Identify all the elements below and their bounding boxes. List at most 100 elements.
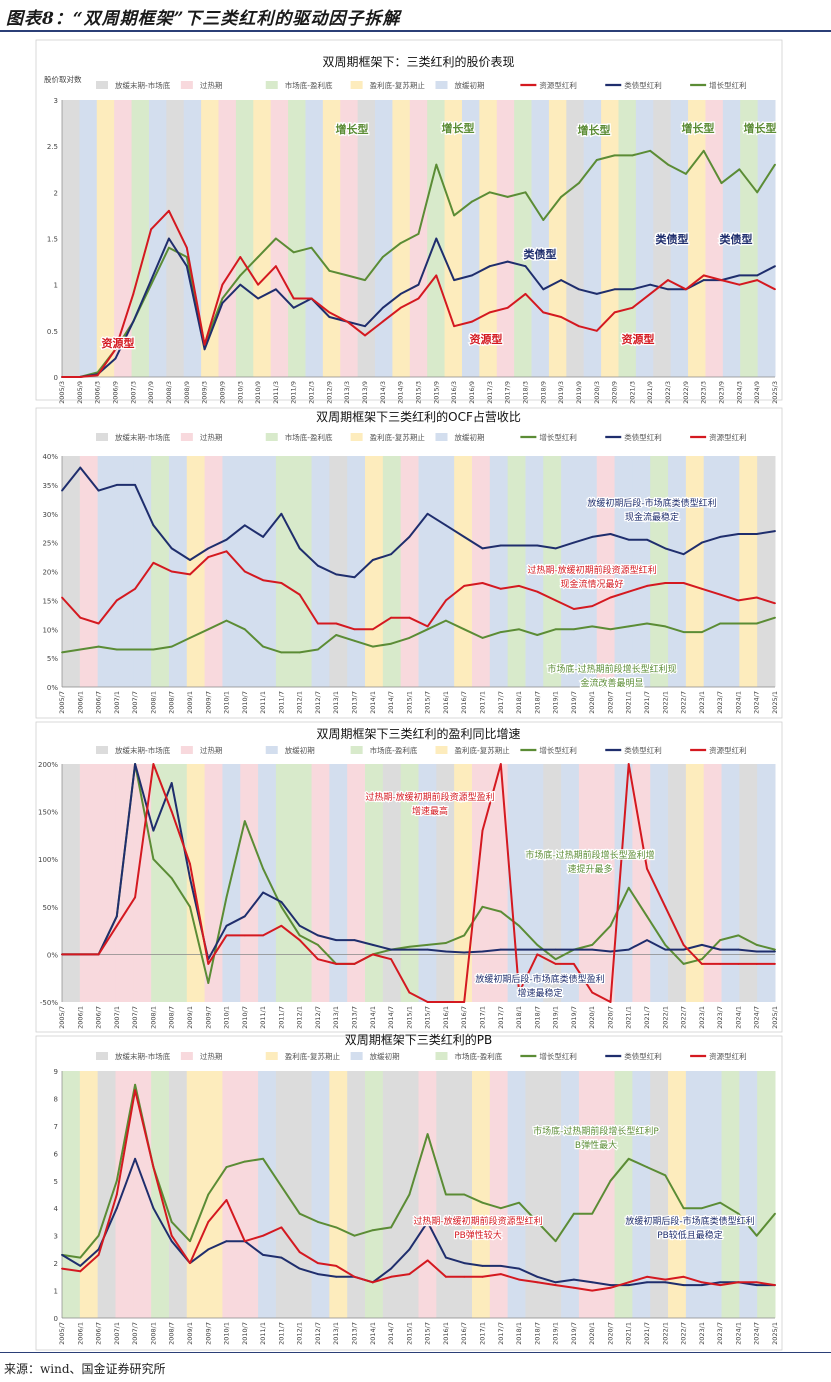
phase-band [222, 456, 241, 687]
phase-band [531, 100, 550, 377]
data-point [755, 943, 758, 946]
data-point [595, 293, 598, 295]
data-point [79, 1270, 82, 1273]
data-point [595, 159, 598, 161]
legend-swatch [265, 1052, 278, 1060]
data-point [453, 325, 456, 328]
phase-band [288, 100, 306, 377]
phase-band [454, 456, 473, 687]
data-point [335, 1264, 338, 1267]
data-point [453, 214, 456, 217]
data-point [426, 1133, 429, 1136]
y-axis-label: 股价取对数 [44, 74, 82, 84]
data-point [578, 288, 580, 291]
data-point [335, 634, 338, 636]
legend-label: 资源型红利 [709, 1051, 747, 1061]
phase-band [650, 1071, 669, 1318]
data-point [152, 763, 155, 765]
data-point [399, 306, 402, 309]
data-point [132, 293, 135, 295]
data-point [499, 948, 502, 951]
phase-band [222, 1071, 241, 1318]
series-line-debt [61, 466, 776, 579]
phase-band [365, 764, 384, 1002]
x-tick-label: 2015/1 [405, 1322, 413, 1345]
data-point [317, 622, 319, 625]
x-tick-label: 2012/1 [296, 691, 304, 714]
phase-band [382, 764, 402, 1002]
x-tick-label: 2021/7 [643, 1006, 651, 1029]
data-point [774, 616, 776, 619]
data-point [207, 547, 210, 550]
x-tick-label: 2009/3 [201, 381, 209, 404]
x-tick-label: 2019/1 [552, 1322, 560, 1345]
data-point [417, 232, 420, 235]
x-tick-label: 2025/3 [771, 381, 779, 404]
legend-item: 放缓末期-市场底 [96, 1051, 171, 1061]
data-point [426, 625, 429, 628]
data-point [317, 564, 319, 567]
x-tick-label: 2014/1 [369, 1322, 377, 1345]
phase-band [375, 100, 393, 377]
x-tick-label: 2014/3 [379, 381, 387, 404]
series-line-growth [62, 763, 776, 984]
data-point [664, 905, 667, 908]
legend-item: 市场底-盈利底 [265, 432, 333, 442]
data-point [207, 963, 210, 965]
legend-item: 过热期 [180, 1051, 222, 1061]
phase-band [347, 764, 366, 1002]
phase-band [329, 456, 348, 687]
x-tick-label: 2016/1 [442, 691, 450, 714]
data-point [408, 535, 411, 538]
data-point [499, 544, 502, 547]
x-tick-label: 2024/7 [753, 691, 761, 714]
data-point [115, 599, 118, 602]
data-point [720, 279, 723, 281]
data-point [189, 863, 191, 865]
annotation-label: 放缓初期后段-市场底类债型红利 [587, 497, 716, 509]
data-point [262, 579, 265, 582]
data-point [115, 924, 118, 927]
y-tick-label: 30% [42, 511, 58, 519]
y-tick-label: 2.5 [47, 143, 58, 151]
data-point [756, 191, 759, 194]
x-tick-label: 2021/1 [625, 1322, 633, 1345]
data-point [257, 256, 259, 258]
data-point [609, 628, 612, 631]
y-tick-label: 50% [42, 904, 58, 912]
phase-band [293, 1071, 313, 1318]
data-point [471, 200, 473, 203]
data-point [328, 269, 331, 272]
x-tick-label: 2009/1 [186, 691, 194, 714]
legend-swatch [96, 1052, 108, 1060]
legend-swatch [350, 81, 363, 89]
legend-label: 增长型红利 [709, 80, 747, 90]
phase-band [311, 764, 330, 1002]
y-tick-label: 0.5 [47, 328, 58, 336]
phase-band [703, 456, 723, 687]
phase-band [418, 456, 437, 687]
data-point [243, 934, 246, 937]
data-point [667, 288, 669, 291]
data-point [481, 547, 484, 550]
data-point [737, 1281, 740, 1284]
data-point [371, 1229, 374, 1232]
data-point [481, 1201, 484, 1204]
x-tick-label: 2023/3 [700, 381, 708, 404]
data-point [536, 948, 539, 951]
data-point [524, 191, 527, 194]
phase-band [148, 100, 167, 377]
phase-band [721, 1071, 740, 1318]
data-point [97, 489, 100, 492]
legend-label: 资源型红利 [709, 432, 747, 442]
data-point [298, 651, 301, 654]
data-point [664, 582, 667, 584]
phase-band [253, 100, 272, 377]
annotation-label: B弹性最大 [575, 1139, 617, 1151]
x-tick-label: 2011/1 [259, 691, 267, 714]
data-point [572, 948, 575, 951]
phase-band [525, 1071, 544, 1318]
data-point [453, 279, 456, 281]
data-point [426, 628, 429, 631]
data-point [463, 628, 466, 631]
